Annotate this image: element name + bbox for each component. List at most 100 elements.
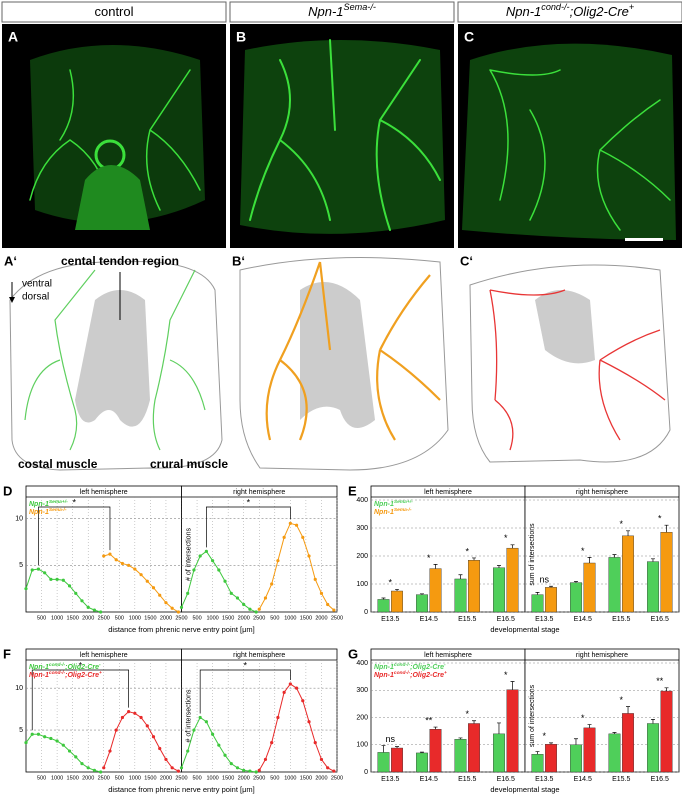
hemisphere-title: right hemisphere bbox=[233, 489, 285, 496]
x-tick-label: 2500 bbox=[331, 615, 343, 621]
text-part: ;Olig2-Cre bbox=[65, 664, 99, 671]
data-point bbox=[186, 591, 190, 595]
y-tick-label: 300 bbox=[356, 687, 368, 694]
text-part: Npn-1 bbox=[29, 672, 49, 679]
data-point bbox=[55, 577, 59, 581]
data-point bbox=[43, 735, 47, 739]
data-point bbox=[192, 568, 196, 572]
significance: * bbox=[243, 660, 247, 670]
x-tick-label: 2000 bbox=[315, 775, 327, 781]
text-part: Npn-1 bbox=[374, 509, 394, 516]
legend-entry: Npn-1Sema-/- bbox=[374, 507, 412, 516]
bar bbox=[647, 561, 659, 613]
data-point bbox=[198, 554, 202, 558]
data-point bbox=[114, 728, 118, 732]
text-part: + bbox=[99, 671, 102, 676]
chart-letter: F bbox=[3, 646, 11, 661]
text-part: Sema-/- bbox=[344, 2, 376, 12]
x-tick-label: 1500 bbox=[300, 615, 312, 621]
data-point bbox=[301, 535, 305, 539]
data-point bbox=[120, 561, 125, 566]
data-point bbox=[204, 720, 208, 724]
data-point bbox=[223, 579, 227, 583]
data-point bbox=[254, 770, 258, 774]
data-point bbox=[99, 610, 103, 614]
data-point bbox=[151, 735, 156, 739]
error-bar bbox=[650, 558, 655, 562]
text-part: ;Olig2-Cre bbox=[410, 664, 444, 671]
y-tick-label: 100 bbox=[356, 581, 368, 588]
text-part: Sema-/- bbox=[394, 507, 412, 513]
data-point bbox=[192, 728, 196, 732]
x-tick-label: 1000 bbox=[284, 775, 296, 781]
diagram-letter: B‘ bbox=[232, 253, 245, 268]
error-bar bbox=[626, 706, 631, 714]
diagram-label: ventral bbox=[22, 279, 52, 290]
bar bbox=[531, 594, 544, 613]
data-point bbox=[170, 766, 174, 770]
text-part: cond-/- bbox=[49, 670, 66, 676]
data-point bbox=[204, 549, 208, 553]
data-point bbox=[235, 596, 240, 600]
significance-bracket bbox=[206, 506, 291, 548]
y-tick-label: 400 bbox=[356, 497, 368, 504]
y-tick-label: 10 bbox=[15, 516, 23, 523]
data-point bbox=[282, 690, 286, 694]
text-part: Npn-1 bbox=[374, 501, 394, 508]
panel-letter: C bbox=[464, 29, 474, 45]
data-point bbox=[257, 607, 261, 611]
significance: ns bbox=[539, 575, 549, 585]
data-point bbox=[127, 563, 131, 567]
text-part: Sema-/- bbox=[49, 507, 67, 513]
data-point bbox=[86, 766, 90, 770]
data-point bbox=[263, 757, 268, 762]
x-tick-label: 1500 bbox=[67, 615, 79, 621]
data-point bbox=[248, 607, 252, 611]
x-tick-label: E13.5 bbox=[535, 616, 553, 623]
bar bbox=[454, 578, 467, 613]
error-bar bbox=[381, 745, 386, 753]
error-bar bbox=[395, 746, 400, 749]
bar bbox=[468, 560, 481, 613]
significance: * bbox=[581, 546, 585, 556]
text-part: Npn-1 bbox=[308, 4, 343, 19]
data-point bbox=[179, 766, 184, 770]
bar bbox=[545, 744, 558, 773]
legend-entry: Npn-1cond-/-;Olig2-Cre+ bbox=[29, 670, 102, 679]
image-c bbox=[458, 24, 682, 248]
data-point bbox=[229, 762, 233, 766]
text-part: cond-/- bbox=[394, 670, 411, 676]
y-tick-label: 5 bbox=[19, 562, 23, 569]
bar bbox=[622, 713, 635, 773]
error-bar bbox=[664, 524, 669, 533]
data-point bbox=[24, 587, 28, 591]
x-tick-label: E15.5 bbox=[458, 616, 476, 623]
data-point bbox=[170, 606, 174, 610]
bar bbox=[416, 594, 428, 613]
text-part: Sema+/- bbox=[49, 499, 68, 505]
x-tick-label: E15.5 bbox=[612, 776, 630, 783]
data-point bbox=[294, 523, 299, 527]
panel-title: control bbox=[94, 4, 133, 19]
data-point bbox=[127, 710, 131, 714]
diagram-b bbox=[239, 257, 449, 471]
significance: * bbox=[427, 553, 431, 563]
x-tick-label: 500 bbox=[37, 615, 46, 621]
error-bar bbox=[381, 597, 386, 600]
data-point bbox=[254, 610, 258, 614]
bar bbox=[506, 689, 519, 773]
data-point bbox=[74, 591, 78, 595]
data-point bbox=[282, 535, 286, 539]
bar bbox=[506, 547, 519, 613]
error-bar bbox=[496, 722, 501, 734]
x-tick-label: 1000 bbox=[51, 775, 63, 781]
x-tick-label: 500 bbox=[192, 775, 201, 781]
x-tick-label: 1500 bbox=[222, 775, 234, 781]
significance: ** bbox=[656, 676, 664, 686]
data-point bbox=[319, 757, 324, 762]
x-tick-label: 2000 bbox=[238, 615, 250, 621]
data-point bbox=[80, 599, 84, 603]
x-tick-label: E13.5 bbox=[381, 776, 399, 783]
y-tick-label: 100 bbox=[356, 742, 368, 749]
data-point bbox=[30, 568, 34, 572]
